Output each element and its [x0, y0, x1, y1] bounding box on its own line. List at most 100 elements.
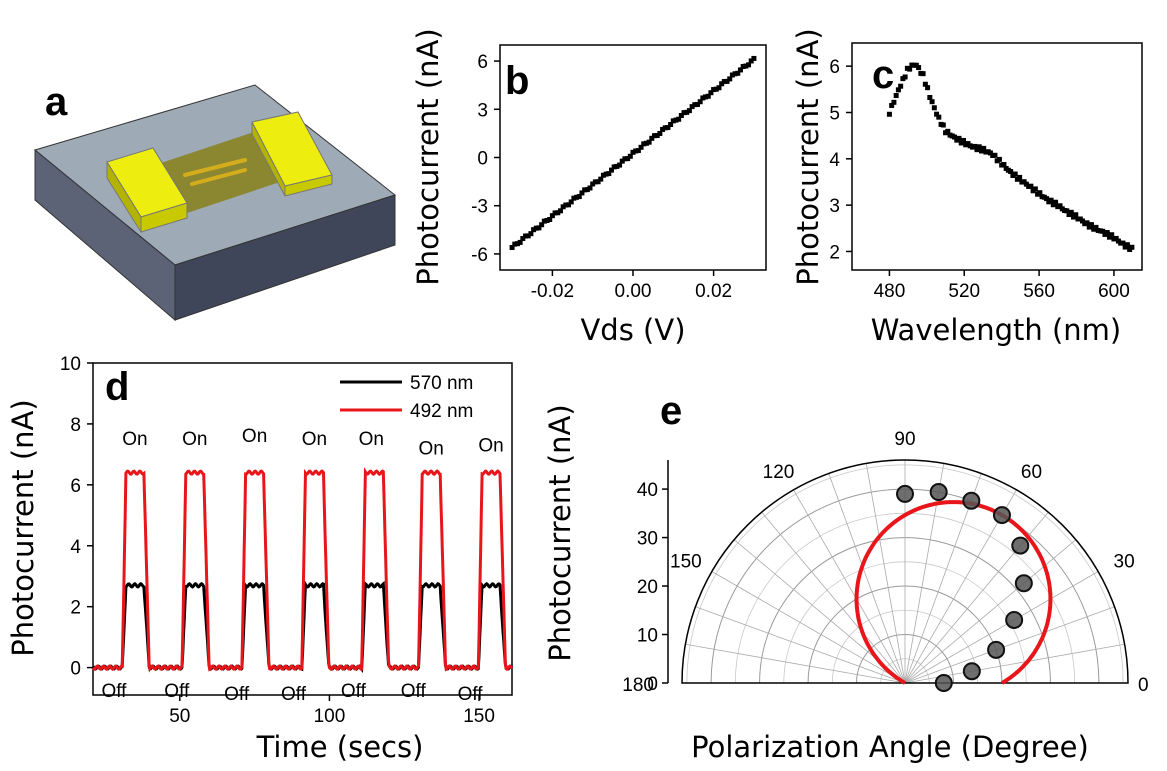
data-point — [713, 86, 719, 92]
data-point — [721, 79, 727, 85]
data-point — [748, 58, 754, 64]
data-point — [920, 71, 926, 77]
chart-e-xlabel: Polarization Angle (Degree) — [691, 730, 1089, 764]
data-point — [1053, 199, 1059, 205]
data-point — [566, 202, 572, 208]
chart-d-xlabel: Time (secs) — [256, 730, 424, 764]
data-point — [579, 190, 585, 196]
data-point — [724, 78, 730, 84]
data-point — [1129, 244, 1135, 250]
data-point — [651, 133, 657, 139]
series-line-492nm — [91, 466, 514, 673]
data-point — [660, 126, 666, 132]
chart-b-frame — [499, 44, 767, 271]
on-label: On — [302, 429, 327, 450]
data-point — [727, 76, 733, 82]
data-point — [611, 164, 617, 170]
data-point — [619, 158, 625, 164]
data-point — [976, 144, 982, 150]
off-label: Off — [101, 681, 127, 702]
data-point — [916, 65, 922, 71]
polar-outer-boundary — [681, 459, 1129, 684]
data-point — [676, 116, 682, 122]
data-point — [673, 117, 679, 123]
on-label: On — [359, 429, 384, 450]
data-point — [945, 128, 951, 134]
data-point — [737, 67, 743, 73]
off-label: Off — [281, 684, 307, 705]
polar-data-point — [934, 674, 953, 692]
radial-tick-label: 20 — [637, 577, 658, 598]
data-point — [630, 149, 636, 155]
data-point — [705, 93, 711, 99]
polar-data-point — [896, 484, 914, 503]
data-point — [633, 148, 639, 154]
chart-e-grid — [662, 459, 1129, 684]
data-point — [525, 233, 531, 239]
data-point — [936, 114, 942, 120]
data-point — [1093, 224, 1099, 230]
data-point — [560, 204, 566, 210]
polar-spoke — [793, 489, 906, 684]
nanowire-1 — [183, 158, 247, 177]
data-point — [552, 210, 558, 216]
radial-tick-label: 40 — [637, 480, 658, 501]
data-point — [1104, 230, 1110, 236]
on-label: On — [182, 429, 207, 450]
angle-tick-label: 150 — [670, 552, 702, 573]
data-point — [956, 135, 962, 141]
chart-c-ylabel: Photocurrent (nA) — [791, 28, 825, 285]
polar-spoke — [695, 606, 906, 684]
data-point — [978, 148, 984, 154]
data-point — [668, 122, 674, 128]
data-point — [1120, 240, 1126, 246]
polar-spoke — [904, 571, 1099, 684]
radial-tick-label: 0 — [647, 674, 658, 695]
data-point — [595, 179, 601, 185]
data-point — [549, 213, 555, 219]
off-label: Off — [164, 681, 190, 702]
data-point — [584, 187, 590, 193]
data-point — [657, 130, 663, 136]
y-tick-label: 0 — [70, 659, 81, 680]
data-point — [1044, 196, 1050, 202]
y-tick-label: 0 — [477, 149, 488, 170]
y-tick-label: 2 — [70, 598, 81, 619]
data-point — [902, 74, 908, 80]
chart-d-ylabel: Photocurrent (nA) — [6, 399, 40, 656]
data-point — [574, 194, 580, 200]
data-point — [891, 99, 897, 105]
data-point — [1028, 183, 1034, 189]
on-label: On — [419, 438, 444, 459]
data-point — [934, 111, 940, 117]
data-point — [972, 143, 978, 149]
y-tick-label: 4 — [829, 150, 840, 171]
data-point — [1048, 197, 1054, 203]
chart-e-labels: 0 10 20 30 40 0 30 60 90 120 150 180 — [622, 429, 1148, 696]
polar-data-point — [1005, 610, 1024, 629]
data-point — [512, 241, 518, 247]
data-point — [638, 144, 644, 150]
data-point — [732, 71, 738, 77]
data-point — [571, 195, 577, 201]
chart-c-ticks: 480 520 560 600 2 3 4 5 6 — [829, 57, 1129, 302]
data-point — [509, 245, 515, 250]
polar-data-point — [1014, 574, 1033, 593]
data-point — [1113, 235, 1119, 241]
data-point — [1017, 174, 1023, 180]
data-point — [694, 101, 700, 107]
data-point — [952, 134, 958, 140]
chart-c-points — [886, 62, 1135, 252]
chart-d-frame — [92, 362, 513, 696]
data-point — [981, 145, 987, 151]
chart-d-legend: 570 nm 492 nm — [340, 373, 473, 422]
y-tick-label: 4 — [70, 537, 81, 558]
off-label: Off — [401, 681, 427, 702]
data-point — [925, 85, 931, 91]
data-point — [649, 135, 655, 141]
chart-b-ticks: -0.02 0.00 0.02 -6 -3 0 3 6 — [471, 52, 732, 302]
data-point — [536, 225, 542, 231]
polar-spoke — [685, 643, 906, 684]
data-point — [1124, 242, 1130, 248]
